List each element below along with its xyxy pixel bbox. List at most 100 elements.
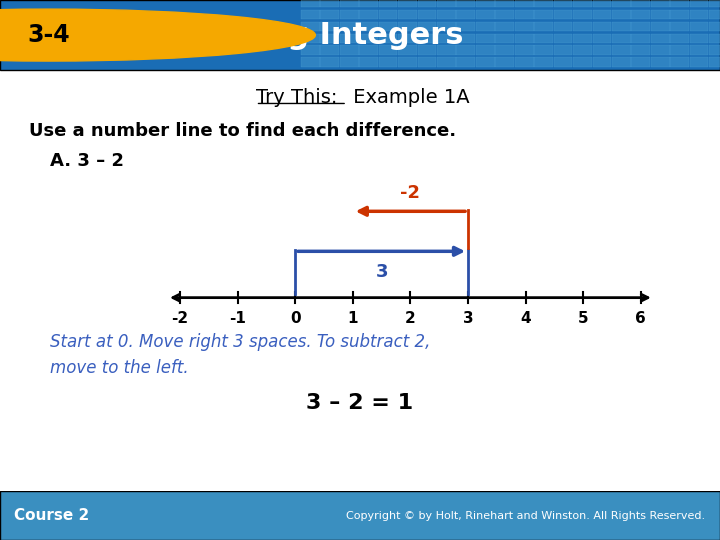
- FancyBboxPatch shape: [456, 45, 475, 55]
- FancyBboxPatch shape: [593, 10, 611, 19]
- FancyBboxPatch shape: [418, 10, 436, 19]
- FancyBboxPatch shape: [379, 10, 397, 19]
- FancyBboxPatch shape: [612, 57, 631, 67]
- Text: 3-4: 3-4: [27, 23, 71, 47]
- FancyBboxPatch shape: [573, 57, 592, 67]
- FancyBboxPatch shape: [359, 0, 378, 7]
- FancyBboxPatch shape: [340, 57, 359, 67]
- FancyBboxPatch shape: [301, 45, 320, 55]
- FancyBboxPatch shape: [418, 22, 436, 31]
- FancyBboxPatch shape: [437, 45, 456, 55]
- FancyBboxPatch shape: [379, 22, 397, 31]
- FancyBboxPatch shape: [651, 33, 670, 43]
- FancyBboxPatch shape: [456, 57, 475, 67]
- FancyBboxPatch shape: [573, 10, 592, 19]
- FancyBboxPatch shape: [301, 22, 320, 31]
- FancyBboxPatch shape: [670, 57, 689, 67]
- FancyBboxPatch shape: [476, 0, 495, 7]
- FancyBboxPatch shape: [554, 0, 572, 7]
- FancyBboxPatch shape: [495, 57, 514, 67]
- FancyBboxPatch shape: [379, 45, 397, 55]
- FancyBboxPatch shape: [320, 57, 339, 67]
- Text: -1: -1: [229, 311, 246, 326]
- FancyBboxPatch shape: [593, 57, 611, 67]
- Text: -2: -2: [171, 311, 189, 326]
- FancyBboxPatch shape: [534, 10, 553, 19]
- Text: 6: 6: [636, 311, 646, 326]
- FancyBboxPatch shape: [359, 57, 378, 67]
- FancyBboxPatch shape: [398, 33, 417, 43]
- Text: Subtracting Integers: Subtracting Integers: [107, 21, 463, 50]
- FancyBboxPatch shape: [301, 33, 320, 43]
- FancyBboxPatch shape: [709, 33, 720, 43]
- FancyBboxPatch shape: [690, 45, 708, 55]
- FancyBboxPatch shape: [709, 57, 720, 67]
- FancyBboxPatch shape: [631, 57, 650, 67]
- Text: 2: 2: [405, 311, 415, 326]
- FancyBboxPatch shape: [515, 10, 534, 19]
- FancyBboxPatch shape: [515, 33, 534, 43]
- FancyBboxPatch shape: [476, 57, 495, 67]
- FancyBboxPatch shape: [359, 45, 378, 55]
- FancyBboxPatch shape: [554, 33, 572, 43]
- Text: -2: -2: [400, 184, 420, 202]
- FancyBboxPatch shape: [398, 57, 417, 67]
- FancyBboxPatch shape: [554, 10, 572, 19]
- FancyBboxPatch shape: [534, 45, 553, 55]
- FancyBboxPatch shape: [709, 10, 720, 19]
- FancyBboxPatch shape: [651, 10, 670, 19]
- FancyBboxPatch shape: [709, 0, 720, 7]
- FancyBboxPatch shape: [709, 45, 720, 55]
- FancyBboxPatch shape: [418, 33, 436, 43]
- FancyBboxPatch shape: [534, 57, 553, 67]
- FancyBboxPatch shape: [0, 491, 720, 540]
- FancyBboxPatch shape: [456, 0, 475, 7]
- FancyBboxPatch shape: [534, 22, 553, 31]
- FancyBboxPatch shape: [301, 57, 320, 67]
- FancyBboxPatch shape: [495, 10, 514, 19]
- Text: Copyright © by Holt, Rinehart and Winston. All Rights Reserved.: Copyright © by Holt, Rinehart and Winsto…: [346, 511, 706, 521]
- FancyBboxPatch shape: [495, 33, 514, 43]
- FancyBboxPatch shape: [631, 45, 650, 55]
- FancyBboxPatch shape: [690, 22, 708, 31]
- FancyBboxPatch shape: [340, 10, 359, 19]
- FancyBboxPatch shape: [593, 33, 611, 43]
- FancyBboxPatch shape: [670, 10, 689, 19]
- FancyBboxPatch shape: [515, 45, 534, 55]
- Text: 4: 4: [521, 311, 531, 326]
- Text: Course 2: Course 2: [14, 508, 90, 523]
- FancyBboxPatch shape: [398, 45, 417, 55]
- FancyBboxPatch shape: [476, 33, 495, 43]
- Text: Example 1A: Example 1A: [347, 88, 469, 107]
- Text: 3: 3: [375, 263, 388, 281]
- FancyBboxPatch shape: [495, 45, 514, 55]
- FancyBboxPatch shape: [515, 22, 534, 31]
- FancyBboxPatch shape: [534, 0, 553, 7]
- FancyBboxPatch shape: [359, 33, 378, 43]
- FancyBboxPatch shape: [320, 22, 339, 31]
- FancyBboxPatch shape: [612, 45, 631, 55]
- FancyBboxPatch shape: [456, 22, 475, 31]
- FancyBboxPatch shape: [670, 45, 689, 55]
- FancyBboxPatch shape: [573, 22, 592, 31]
- FancyBboxPatch shape: [320, 0, 339, 7]
- FancyBboxPatch shape: [340, 33, 359, 43]
- FancyBboxPatch shape: [612, 33, 631, 43]
- FancyBboxPatch shape: [437, 57, 456, 67]
- FancyBboxPatch shape: [476, 10, 495, 19]
- FancyBboxPatch shape: [631, 33, 650, 43]
- FancyBboxPatch shape: [437, 0, 456, 7]
- Text: A. 3 – 2: A. 3 – 2: [50, 152, 125, 170]
- FancyBboxPatch shape: [495, 0, 514, 7]
- FancyBboxPatch shape: [573, 45, 592, 55]
- Text: 0: 0: [290, 311, 300, 326]
- FancyBboxPatch shape: [398, 0, 417, 7]
- Text: 3 – 2 = 1: 3 – 2 = 1: [307, 393, 413, 413]
- FancyBboxPatch shape: [554, 45, 572, 55]
- FancyBboxPatch shape: [612, 0, 631, 7]
- Text: Use a number line to find each difference.: Use a number line to find each differenc…: [29, 122, 456, 140]
- FancyBboxPatch shape: [0, 0, 720, 70]
- FancyBboxPatch shape: [379, 33, 397, 43]
- FancyBboxPatch shape: [690, 57, 708, 67]
- FancyBboxPatch shape: [320, 10, 339, 19]
